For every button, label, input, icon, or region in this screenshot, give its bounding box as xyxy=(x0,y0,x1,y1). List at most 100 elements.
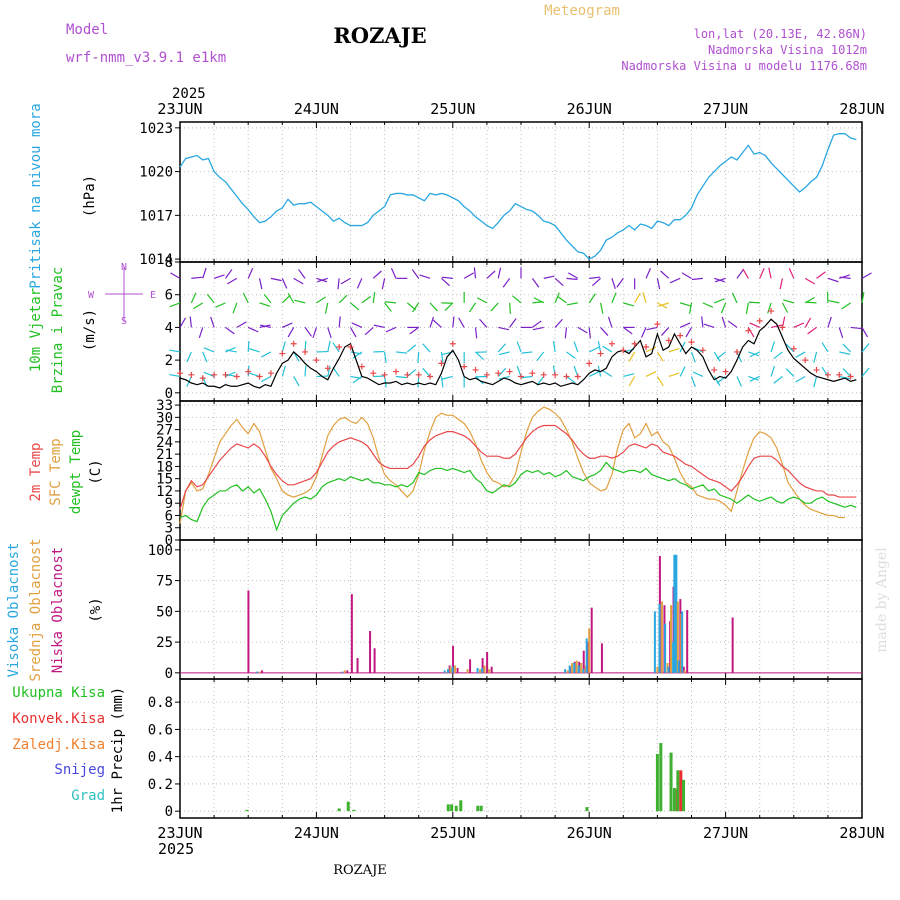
dewpt-line xyxy=(179,461,857,532)
wind-arrow xyxy=(474,327,478,339)
wind-arrow xyxy=(203,347,215,353)
wind-arrow xyxy=(169,349,181,353)
meteogram-subtitle: Meteogram xyxy=(544,3,620,19)
y-tick-label: 8 xyxy=(165,255,173,271)
cloud-bar-high xyxy=(447,669,450,673)
cloud-bar-high xyxy=(664,623,667,673)
precip-bar-total xyxy=(459,800,463,812)
wind-arrow xyxy=(783,299,794,304)
wind-arrow xyxy=(642,292,647,304)
wind-arrow xyxy=(259,302,271,307)
precip-bar-total xyxy=(337,808,341,812)
wind-arrow xyxy=(411,269,420,279)
gust-marker xyxy=(267,370,274,377)
wind-arrow xyxy=(795,351,806,358)
wind-arrow xyxy=(702,302,714,308)
wind-arrow xyxy=(749,375,760,382)
wind-arrow xyxy=(473,267,477,279)
wind-arrow xyxy=(660,270,670,279)
cloud-bar-mid xyxy=(683,670,686,673)
wind-arrow xyxy=(215,302,226,308)
pressure-line xyxy=(179,133,857,260)
cloud-y-label: (%) xyxy=(88,597,104,622)
cloud-bar-low xyxy=(356,658,359,673)
y-tick-label: 15 xyxy=(156,472,173,488)
wind-arrow xyxy=(611,292,617,304)
cloud-bar-low xyxy=(247,590,250,673)
model-elevation-label: Nadmorska Visina u modelu 1176.68m xyxy=(621,59,867,73)
wind-arrow xyxy=(232,302,238,314)
wind-speed-line xyxy=(179,318,857,389)
y-tick-label: 0 xyxy=(165,666,173,682)
y-tick-label: 0.4 xyxy=(148,750,173,766)
wind-arrow xyxy=(384,301,397,304)
wind-arrow xyxy=(458,317,465,328)
legend-snow: Snijeg xyxy=(54,762,105,778)
wind-arrow xyxy=(628,351,636,362)
wind-arrow xyxy=(568,272,579,279)
wind-arrow xyxy=(304,327,312,337)
temp-y-label: (C) xyxy=(88,459,104,484)
wind-arrow xyxy=(720,302,727,314)
wind-arrow xyxy=(225,326,235,335)
y-tick-label: 1017 xyxy=(139,208,173,224)
wind-arrow xyxy=(554,318,563,328)
wind-arrow xyxy=(795,375,806,383)
y-tick-label: 0.6 xyxy=(148,722,173,738)
wind-arrow xyxy=(206,293,215,304)
cloud-bar-low xyxy=(486,651,489,673)
wind-arrow xyxy=(247,340,250,352)
wind-arrow xyxy=(441,375,453,380)
wind-arrow xyxy=(566,277,578,281)
wind-arrow xyxy=(422,367,431,377)
wind-arrow xyxy=(785,343,795,353)
credit-label: made by Angel xyxy=(874,547,890,653)
wind-arrow xyxy=(189,316,192,328)
wind-arrow xyxy=(566,375,576,384)
wind-arrow xyxy=(785,368,795,377)
wind-arrow xyxy=(468,302,477,313)
wind-arrow xyxy=(242,292,249,304)
wind-arrow xyxy=(521,351,533,354)
gust-marker xyxy=(222,371,229,378)
y-tick-label: 33 xyxy=(156,398,173,414)
wind-arrow xyxy=(602,370,613,377)
cloud-bar-high xyxy=(658,603,661,673)
wind-arrow xyxy=(429,316,435,328)
gust-marker xyxy=(529,370,536,377)
wind-arrow xyxy=(658,302,669,307)
date-label-top: 23JUN xyxy=(157,100,202,118)
gust-marker xyxy=(552,371,559,378)
wind-arrow xyxy=(225,346,236,353)
cloud-bar-mid xyxy=(670,605,673,673)
wind-arrow xyxy=(441,277,451,287)
wind-arrow xyxy=(597,341,602,353)
wind-arrow xyxy=(842,343,852,353)
wind-arrow xyxy=(656,376,664,387)
wind-arrow xyxy=(804,277,815,285)
wind-arrow xyxy=(417,351,420,363)
date-axis: 23JUN 23JUN 24JUN 24JUN 25JUN 25JUN 26JUN 26JUN… xyxy=(157,100,884,842)
gust-marker xyxy=(188,371,195,378)
cloud-side-label-3: Niska Oblacnost xyxy=(50,547,66,673)
wind-arrow xyxy=(338,294,348,304)
gust-marker xyxy=(302,348,309,355)
y-tick-label: 12 xyxy=(156,484,173,500)
cloud-bar-mid xyxy=(676,601,679,673)
wind-arrow xyxy=(349,327,357,338)
wind-y-label: (m/s) xyxy=(82,309,98,351)
precip-panel: 0 0.2 0.4 0.6 0.8 Ukupna Kisa Konvek.Kisa Za… xyxy=(12,678,863,820)
wind-arrow xyxy=(748,301,760,304)
gust-marker xyxy=(324,365,331,372)
wind-arrow xyxy=(247,326,259,333)
wind-arrow xyxy=(770,324,782,328)
wind-arrow xyxy=(281,365,286,377)
station-title: ROZAJE xyxy=(333,23,426,48)
date-label-bottom: 24JUN xyxy=(294,824,339,842)
gust-marker xyxy=(643,344,650,351)
precip-bar-total xyxy=(346,801,350,812)
wind-arrow xyxy=(557,295,567,304)
pressure-y-label: (hPa) xyxy=(82,175,98,217)
panel-frame xyxy=(179,678,863,819)
